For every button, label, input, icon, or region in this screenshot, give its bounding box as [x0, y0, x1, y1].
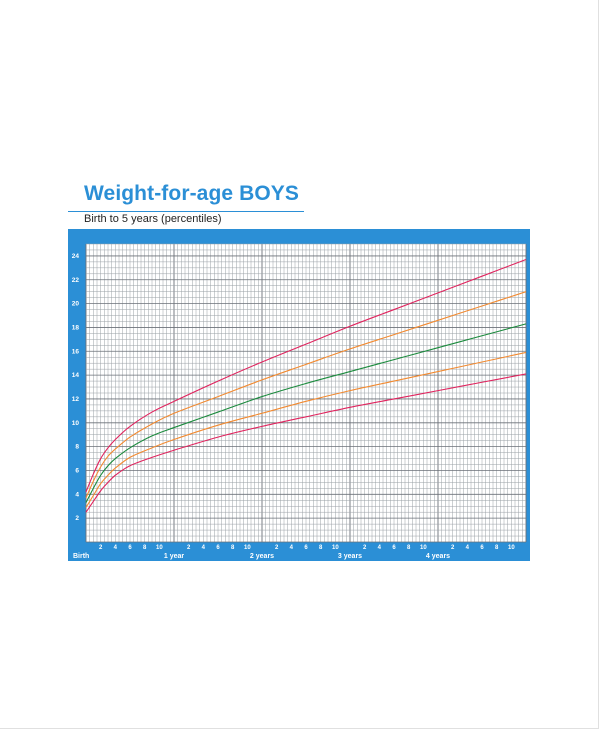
- y-tick-label: 12: [72, 396, 80, 403]
- x-tick-label: 2: [187, 545, 191, 551]
- y-tick-label: 22: [72, 277, 80, 284]
- y-tick-label: 18: [72, 324, 80, 331]
- x-tick-label: 6: [216, 545, 220, 551]
- percentile-curve-high: [85, 291, 527, 499]
- x-tick-label: 10: [508, 545, 515, 551]
- y-tick-label: 16: [72, 348, 80, 355]
- x-tick-label: 4: [114, 545, 118, 551]
- grid: [85, 243, 527, 543]
- y-tick-label: 24: [72, 253, 80, 260]
- x-tick-label: 6: [392, 545, 396, 551]
- y-tick-label: 20: [72, 301, 80, 308]
- x-year-label: 2 years: [250, 553, 274, 560]
- y-tick-label: 6: [75, 467, 79, 474]
- percentile-curve-median: [85, 323, 527, 503]
- x-tick-label: 6: [304, 545, 308, 551]
- x-tick-label: 2: [99, 545, 103, 551]
- chart-title: Weight-for-age BOYS: [84, 182, 300, 205]
- x-tick-label: 4: [378, 545, 382, 551]
- x-tick-label: 8: [495, 545, 499, 551]
- x-tick-label: 2: [451, 545, 455, 551]
- percentile-curve-low: [85, 351, 527, 508]
- percentile-curve-lowest: [85, 373, 527, 513]
- x-tick-label: 2: [275, 545, 279, 551]
- x-tick-label: 10: [420, 545, 427, 551]
- chart-subtitle: Birth to 5 years (percentiles): [84, 213, 222, 225]
- percentile-curve-highest: [85, 258, 527, 493]
- x-tick-label: 4: [202, 545, 206, 551]
- x-year-label: Birth: [73, 553, 89, 560]
- x-year-label: 3 years: [338, 553, 362, 560]
- x-year-label: 1 year: [164, 553, 185, 560]
- title-underline: [68, 211, 304, 212]
- x-tick-label: 8: [407, 545, 411, 551]
- y-tick-label: 8: [75, 444, 79, 451]
- y-tick-label: 2: [75, 515, 79, 522]
- x-tick-label: 8: [231, 545, 235, 551]
- y-tick-label: 14: [72, 372, 80, 379]
- x-tick-label: 6: [480, 545, 484, 551]
- x-year-label: 4 years: [426, 553, 450, 560]
- x-tick-label: 10: [332, 545, 339, 551]
- x-tick-label: 4: [466, 545, 470, 551]
- x-tick-label: 2: [363, 545, 367, 551]
- x-tick-label: 8: [143, 545, 147, 551]
- x-tick-label: 8: [319, 545, 323, 551]
- x-tick-label: 10: [244, 545, 251, 551]
- y-tick-label: 4: [75, 491, 79, 498]
- x-tick-label: 10: [156, 545, 163, 551]
- y-tick-label: 10: [72, 420, 80, 427]
- x-tick-label: 4: [290, 545, 294, 551]
- x-tick-label: 6: [128, 545, 132, 551]
